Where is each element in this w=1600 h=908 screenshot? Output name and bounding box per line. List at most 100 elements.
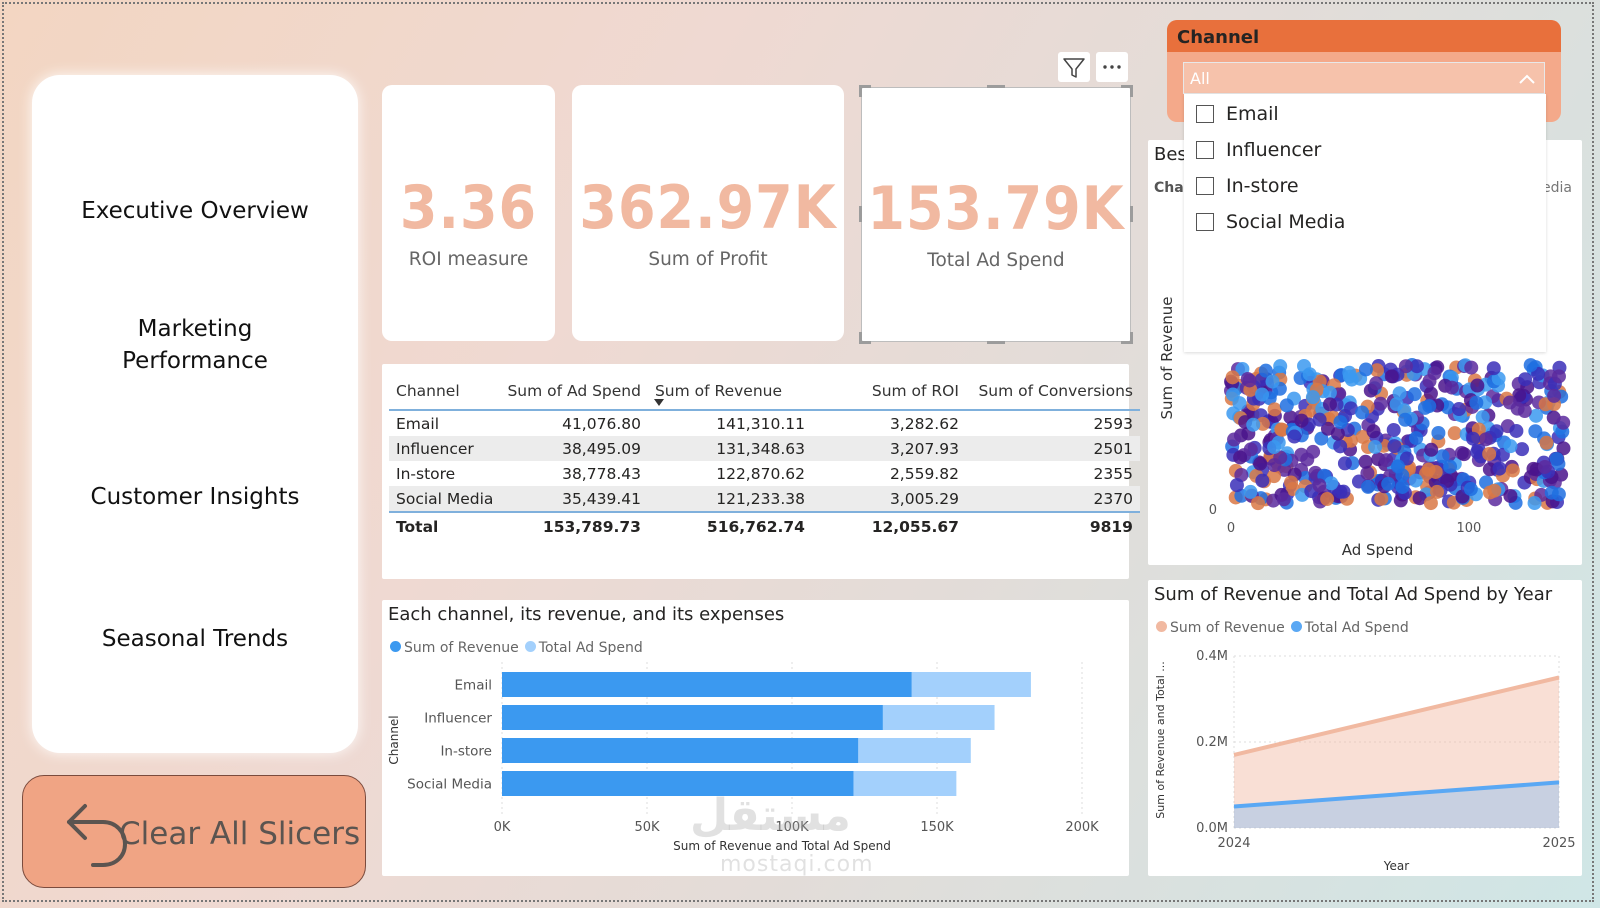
kpi-card-roi[interactable]: 3.36 ROI measure — [382, 85, 555, 341]
resize-handle[interactable] — [859, 85, 871, 88]
nav-marketing-performance[interactable]: Marketing Performance — [122, 316, 268, 374]
resize-handle[interactable] — [859, 341, 871, 344]
bar-segment — [502, 672, 912, 697]
y-category-label: Social Media — [407, 777, 492, 793]
kpi-label: Total Ad Spend — [927, 250, 1065, 271]
column-header-channel[interactable]: Channel — [389, 373, 501, 411]
scatter-point — [1503, 488, 1518, 503]
table-row[interactable]: In-store 38,778.43 122,870.62 2,559.82 2… — [389, 461, 1140, 486]
resize-handle[interactable] — [1130, 206, 1133, 222]
nav-seasonal-trends[interactable]: Seasonal Trends — [101, 626, 289, 652]
scatter-point — [1251, 496, 1266, 511]
resize-handle[interactable] — [1130, 85, 1133, 97]
scatter-point — [1422, 399, 1437, 414]
scatter-point — [1337, 456, 1352, 471]
scatter-point — [1390, 459, 1405, 474]
scatter-point — [1428, 464, 1443, 479]
kpi-card-profit[interactable]: 362.97K Sum of Profit — [572, 85, 844, 341]
resize-handle[interactable] — [859, 85, 862, 97]
area-chart-title: Sum of Revenue and Total Ad Spend by Yea… — [1154, 584, 1553, 605]
column-header-conversions[interactable]: Sum of Conversions — [965, 373, 1140, 411]
slicer-option-influencer[interactable]: Influencer — [1196, 135, 1321, 165]
bar-chart-legend: Sum of Revenue Total Ad Spend — [390, 640, 643, 656]
scatter-point — [1227, 432, 1242, 447]
slicer-dropdown[interactable]: All — [1183, 62, 1545, 94]
clear-all-slicers-label: Clear All Slicers — [119, 816, 361, 852]
slicer-option-in-store[interactable]: In-store — [1196, 171, 1299, 201]
column-header-roi[interactable]: Sum of ROI — [811, 373, 966, 411]
scatter-point — [1527, 496, 1542, 511]
scatter-point — [1505, 463, 1520, 478]
scatter-point — [1279, 398, 1294, 413]
table-row[interactable]: Social Media 35,439.41 121,233.38 3,005.… — [389, 486, 1140, 512]
scatter-legend-item: edia — [1542, 180, 1572, 196]
scatter-chart-title: Bes — [1154, 144, 1187, 165]
column-header-ad-spend[interactable]: Sum of Ad Spend — [500, 373, 648, 411]
cell-roi: 3,005.29 — [811, 486, 966, 512]
checkbox-icon[interactable] — [1196, 177, 1214, 195]
legend-label-revenue: Sum of Revenue — [1170, 620, 1285, 636]
scatter-point — [1306, 444, 1321, 459]
kpi-label: ROI measure — [408, 249, 529, 270]
column-header-revenue[interactable]: Sum of Revenue — [647, 373, 812, 411]
scatter-point — [1336, 484, 1351, 499]
y-tick-label: 0.0M — [1196, 821, 1228, 836]
legend-label-adspend: Total Ad Spend — [1304, 620, 1409, 636]
x-tick-label: 150K — [920, 820, 954, 835]
scatter-point — [1243, 442, 1258, 457]
bar-chart-plot: 0K 50K 100K 150K 200K Email Influencer In-store… — [387, 662, 1099, 853]
watermark-latin: mostaqi.com — [720, 852, 874, 877]
scatter-point — [1544, 485, 1559, 500]
scatter-point — [1267, 458, 1282, 473]
area-chart-card[interactable]: Sum of Revenue and Total Ad Spend by Yea… — [1148, 580, 1582, 876]
scatter-point — [1444, 380, 1459, 395]
y-tick-label: 0.2M — [1196, 735, 1228, 750]
table-row[interactable]: Email 41,076.80 141,310.11 3,282.62 2593 — [389, 410, 1140, 436]
option-label: In-store — [1226, 175, 1299, 197]
scatter-legend-title: Cha — [1154, 180, 1184, 196]
resize-handle[interactable] — [987, 341, 1005, 344]
scatter-point — [1387, 439, 1402, 454]
area-chart-legend: Sum of Revenue Total Ad Spend — [1156, 620, 1409, 636]
scatter-point — [1398, 359, 1413, 374]
scatter-point — [1275, 422, 1290, 437]
resize-handle[interactable] — [1121, 341, 1133, 344]
slicer-option-email[interactable]: Email — [1196, 99, 1279, 129]
filter-button[interactable] — [1058, 52, 1090, 82]
table-row[interactable]: Influencer 38,495.09 131,348.63 3,207.93… — [389, 436, 1140, 461]
checkbox-icon[interactable] — [1196, 141, 1214, 159]
legend-label-revenue: Sum of Revenue — [404, 640, 519, 656]
x-tick-label: 100K — [775, 820, 809, 835]
nav-customer-insights[interactable]: Customer Insights — [90, 484, 300, 510]
more-options-button[interactable] — [1096, 52, 1128, 82]
resize-handle[interactable] — [859, 206, 862, 222]
scatter-point — [1355, 405, 1370, 420]
cell-ad-spend: 35,439.41 — [500, 486, 648, 512]
resize-handle[interactable] — [1121, 85, 1133, 88]
y-axis-title: Channel — [387, 715, 401, 764]
clear-all-slicers-button[interactable]: Clear All Slicers — [22, 775, 366, 888]
bar-segment — [502, 771, 854, 796]
scatter-point — [1503, 439, 1518, 454]
y-category-label: In-store — [440, 744, 492, 760]
resize-handle[interactable] — [859, 332, 862, 344]
bar-segment — [502, 705, 883, 730]
nav-executive-overview[interactable]: Executive Overview — [81, 198, 309, 224]
scatter-point — [1225, 370, 1240, 385]
resize-handle[interactable] — [1130, 332, 1133, 344]
checkbox-icon[interactable] — [1196, 213, 1214, 231]
scatter-point — [1343, 433, 1358, 448]
navigation-panel: Executive Overview Marketing Performance… — [32, 75, 358, 753]
scatter-point — [1482, 446, 1497, 461]
scatter-point — [1358, 454, 1373, 469]
checkbox-icon[interactable] — [1196, 105, 1214, 123]
resize-handle[interactable] — [987, 85, 1005, 88]
scatter-point — [1355, 429, 1370, 444]
x-tick-label: 0K — [494, 820, 511, 835]
bar-chart-card[interactable]: Each channel, its revenue, and its expen… — [382, 600, 1129, 876]
slicer-option-social-media[interactable]: Social Media — [1196, 207, 1345, 237]
kpi-card-ad-spend[interactable]: 153.79K Total Ad Spend — [859, 85, 1133, 344]
scatter-point — [1435, 449, 1450, 464]
scatter-point — [1333, 439, 1348, 454]
scatter-point — [1267, 402, 1282, 417]
